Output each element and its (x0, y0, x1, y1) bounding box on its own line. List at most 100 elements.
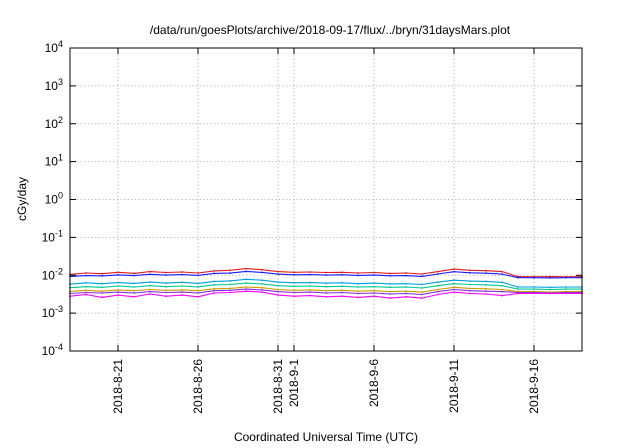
data-point (181, 289, 183, 291)
data-point (165, 285, 167, 288)
data-point (165, 271, 167, 274)
data-point (421, 283, 423, 286)
data-point (341, 289, 343, 292)
data-point (501, 290, 503, 293)
data-point (437, 288, 439, 291)
data-point (309, 273, 311, 276)
x-tick-label: 2018-8-26 (191, 359, 205, 414)
data-point (389, 290, 391, 293)
data-point (117, 281, 119, 284)
data-point (293, 281, 295, 284)
data-point (229, 272, 231, 274)
data-point (101, 292, 103, 294)
data-point (149, 281, 151, 283)
data-point (421, 293, 423, 296)
data-point (517, 288, 519, 290)
data-point (277, 284, 279, 287)
data-point (469, 292, 471, 295)
data-point (565, 286, 567, 288)
data-point (117, 289, 119, 291)
data-point (261, 279, 263, 282)
data-point (437, 290, 439, 293)
data-point (117, 285, 119, 287)
data-point (149, 293, 151, 295)
data-point (245, 267, 247, 270)
data-point (373, 271, 375, 274)
data-point (341, 295, 343, 298)
data-point (453, 279, 455, 282)
data-point (197, 289, 199, 292)
data-point (213, 292, 215, 294)
data-point (261, 268, 263, 271)
y-tick-label: 10-3 (42, 304, 63, 320)
data-point (389, 293, 391, 295)
data-point (181, 271, 183, 273)
data-point (181, 281, 183, 284)
data-point (453, 291, 455, 293)
data-point (85, 274, 87, 277)
data-point (293, 291, 295, 294)
data-point (309, 271, 311, 273)
data-point (197, 292, 199, 294)
data-point (469, 283, 471, 286)
data-point (517, 292, 519, 295)
data-point (133, 295, 135, 298)
y-axis-label: cGy/day (15, 177, 29, 221)
data-point (149, 273, 151, 276)
data-point (165, 282, 167, 284)
data-point (245, 278, 247, 281)
data-point (437, 284, 439, 287)
data-point (453, 286, 455, 289)
data-point (533, 276, 535, 279)
data-point (469, 269, 471, 272)
data-point (117, 274, 119, 276)
data-point (437, 273, 439, 275)
data-point (453, 270, 455, 273)
data-point (373, 285, 375, 288)
data-point (549, 277, 551, 279)
data-point (357, 274, 359, 277)
data-point (181, 291, 183, 293)
y-tick-label: 10-1 (42, 228, 63, 244)
data-point (101, 272, 103, 275)
data-point (533, 292, 535, 295)
data-point (85, 285, 87, 288)
data-point (325, 274, 327, 276)
y-tick-label: 100 (45, 191, 63, 207)
data-point (437, 293, 439, 296)
data-point (181, 294, 183, 296)
data-point (565, 292, 567, 295)
data-point (245, 282, 247, 284)
data-point (453, 282, 455, 285)
data-point (341, 273, 343, 276)
data-point (133, 272, 135, 275)
data-point (101, 290, 103, 293)
data-point (549, 288, 551, 291)
data-point (437, 270, 439, 273)
data-point (213, 287, 215, 290)
data-point (101, 296, 103, 299)
data-point (245, 286, 247, 288)
data-point (325, 289, 327, 292)
data-point (133, 274, 135, 277)
data-point (101, 286, 103, 289)
data-point (229, 287, 231, 290)
data-point (421, 287, 423, 289)
data-point (117, 291, 119, 293)
data-point (533, 288, 535, 290)
data-point (213, 280, 215, 283)
data-point (469, 271, 471, 274)
data-point (405, 282, 407, 285)
data-point (309, 294, 311, 297)
data-point (485, 269, 487, 272)
data-point (341, 281, 343, 284)
data-point (549, 292, 551, 295)
data-point (453, 268, 455, 270)
data-point (405, 272, 407, 274)
data-point (325, 285, 327, 288)
data-point (261, 271, 263, 274)
data-point (149, 270, 151, 273)
data-point (485, 290, 487, 293)
data-point (277, 290, 279, 293)
data-point (85, 281, 87, 284)
